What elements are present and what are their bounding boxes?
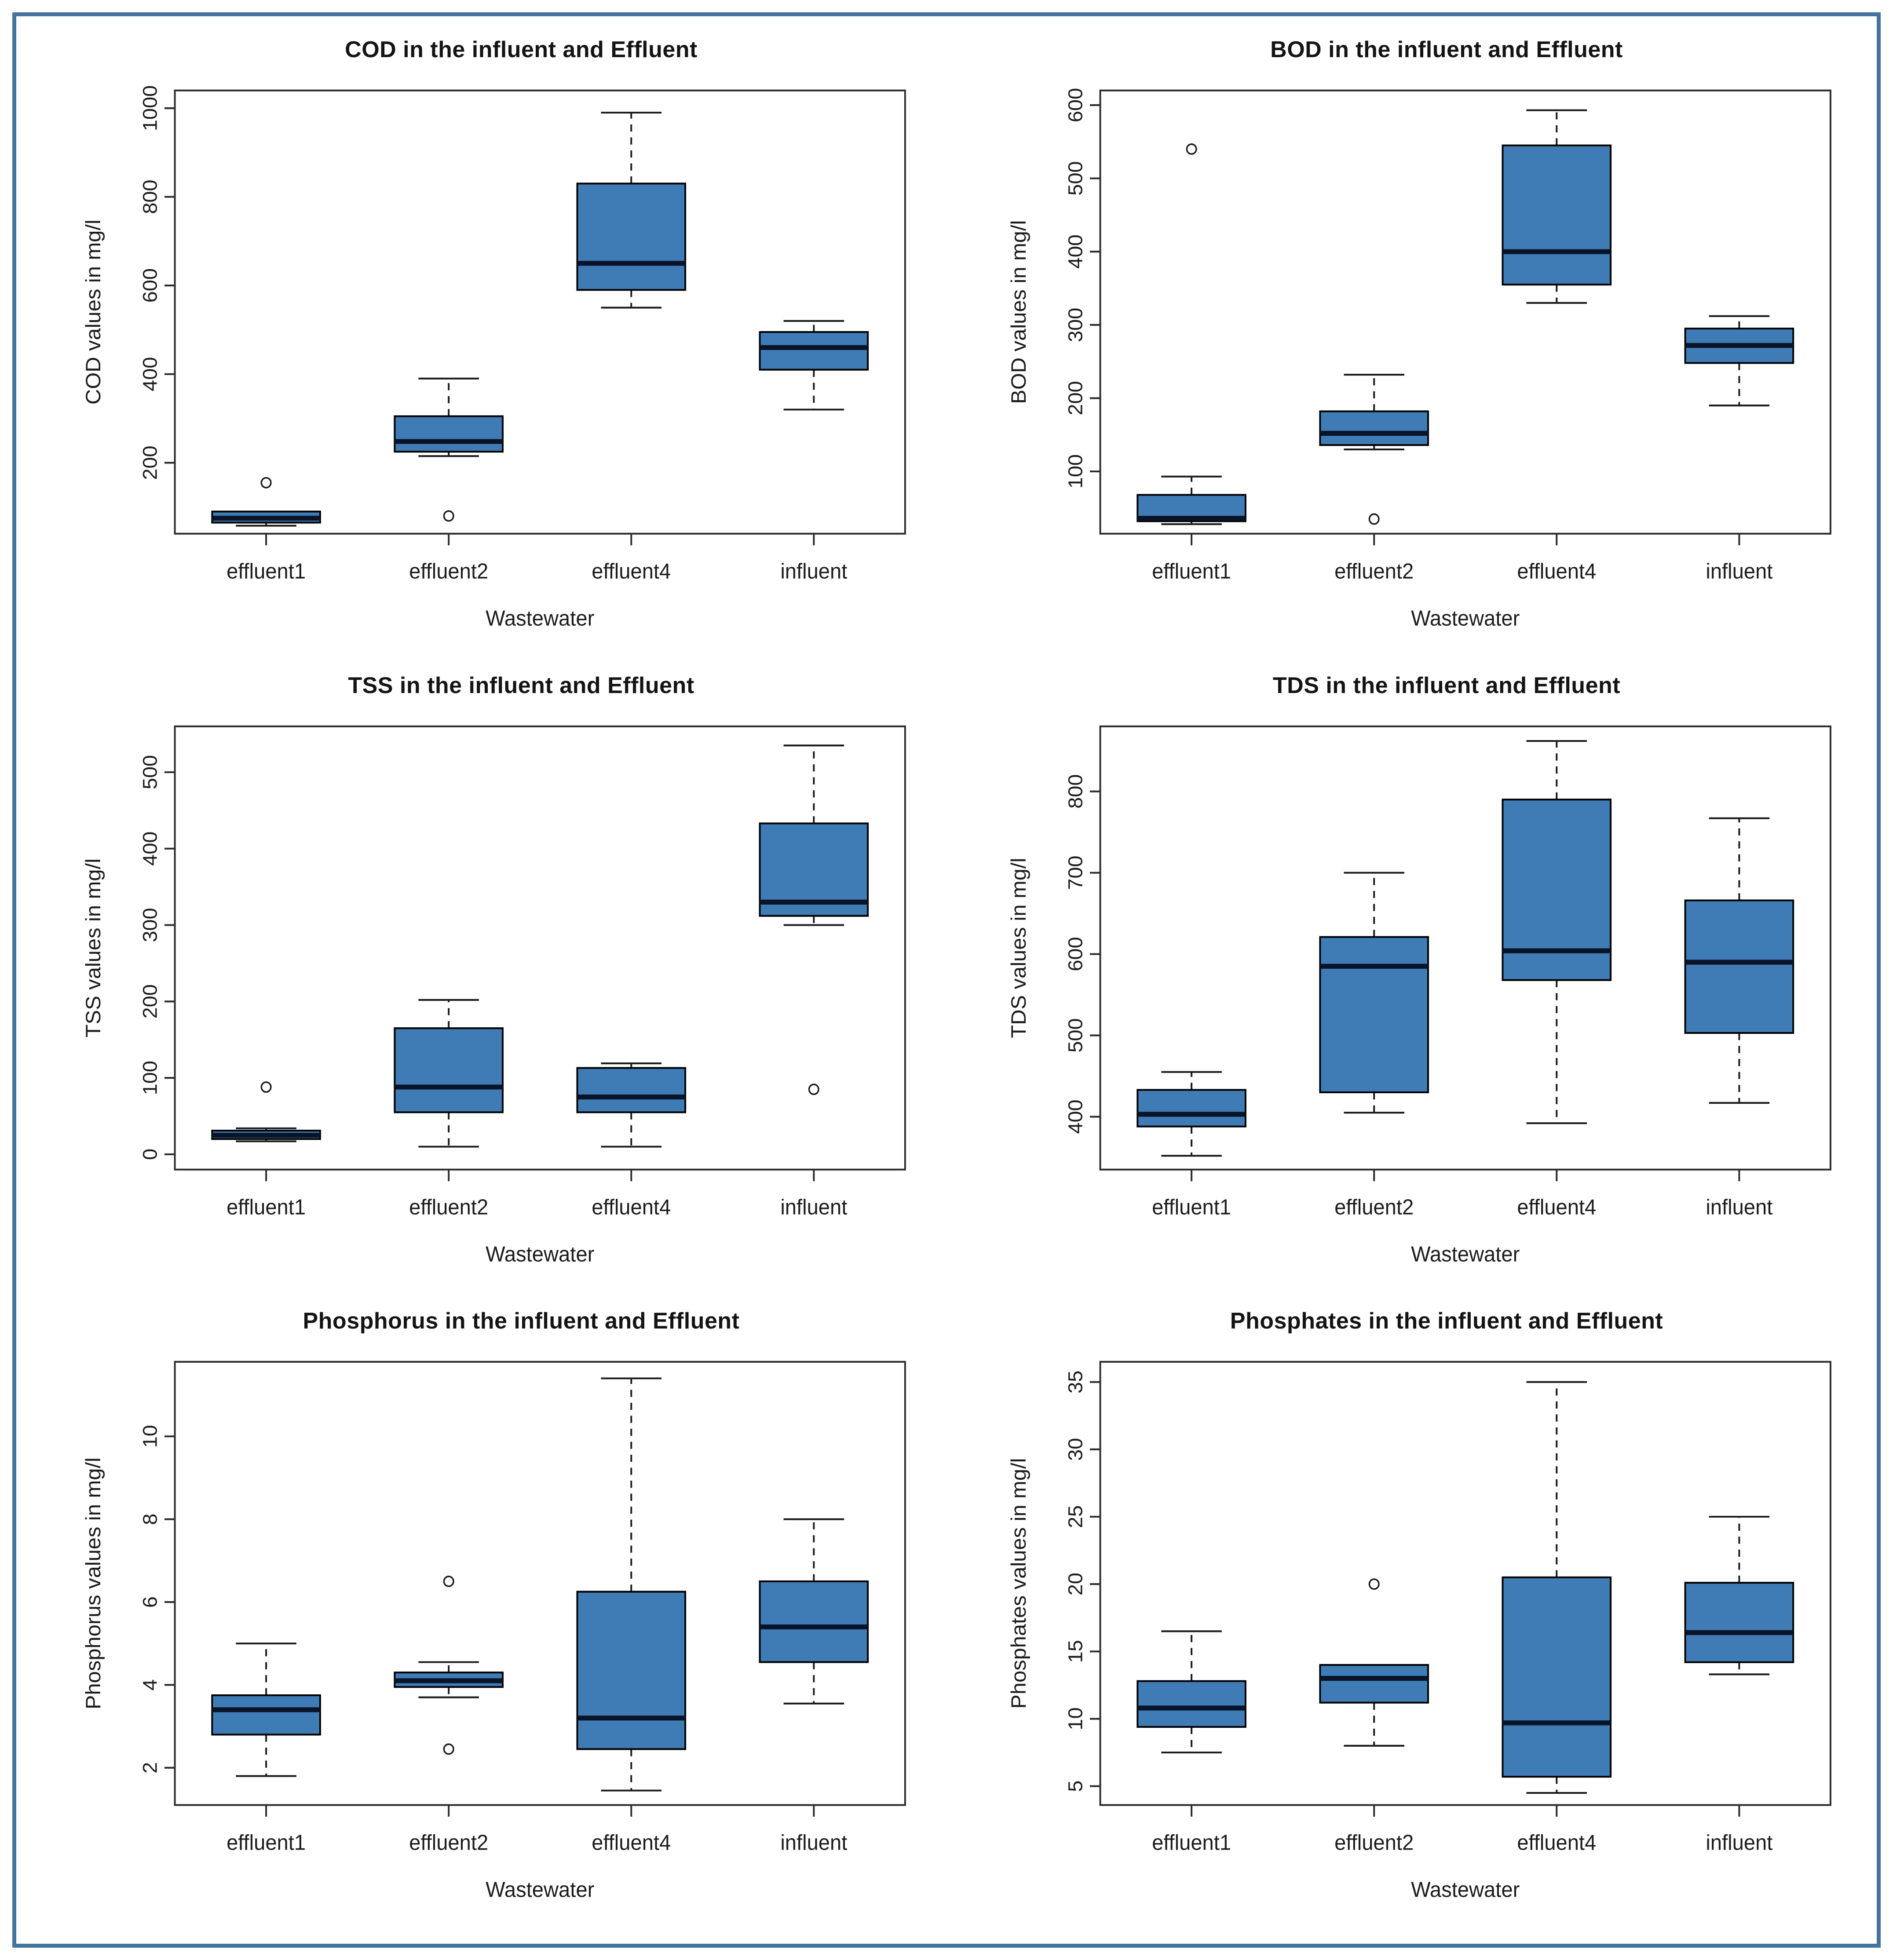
svg-text:influent: influent [1706, 560, 1772, 584]
svg-text:1000: 1000 [139, 85, 161, 131]
svg-text:35: 35 [1064, 1371, 1086, 1394]
svg-text:5: 5 [1064, 1781, 1086, 1792]
chart-title-tds: TDS in the influent and Effluent [1272, 672, 1621, 698]
svg-text:15: 15 [1064, 1640, 1086, 1663]
svg-text:600: 600 [1064, 88, 1086, 122]
svg-text:effluent4: effluent4 [1517, 1831, 1596, 1855]
svg-text:Phosphates values in mg/l: Phosphates values in mg/l [1008, 1458, 1031, 1709]
svg-text:effluent2: effluent2 [409, 560, 488, 584]
tss-boxplot-svg: 0 100 200 300 400 500 TSS values in mg/l efflue… [82, 725, 906, 1266]
svg-text:effluent1: effluent1 [1152, 560, 1231, 584]
charts-grid: COD in the influent and Effluent 200 400 6… [16, 16, 1877, 1944]
svg-text:10: 10 [139, 1425, 161, 1448]
svg-text:effluent1: effluent1 [227, 1195, 306, 1219]
svg-text:effluent2: effluent2 [1334, 1831, 1414, 1855]
svg-text:500: 500 [1064, 161, 1086, 196]
svg-text:300: 300 [1064, 308, 1086, 342]
chart-title-bod: BOD in the influent and Effluent [1270, 37, 1623, 62]
svg-text:500: 500 [1064, 1018, 1086, 1052]
svg-text:Wastewater: Wastewater [1411, 1878, 1520, 1902]
chart-phosphorus: Phosphorus in the influent and Effluent … [41, 1298, 927, 1931]
svg-text:100: 100 [1064, 454, 1086, 489]
svg-text:400: 400 [139, 357, 161, 391]
svg-text:influent: influent [1706, 1831, 1772, 1855]
svg-text:effluent1: effluent1 [1152, 1195, 1231, 1219]
svg-text:effluent1: effluent1 [1152, 1831, 1231, 1855]
svg-text:Wastewater: Wastewater [486, 1878, 594, 1902]
tds-boxplot-svg: 400 500 600 700 800 TDS values in mg/l effluen… [1008, 725, 1831, 1266]
phosphates-boxplot-svg: 5 10 15 20 25 30 35 Phosphates values in mg/l ef… [1008, 1361, 1831, 1902]
svg-text:effluent2: effluent2 [1334, 560, 1414, 584]
svg-text:500: 500 [139, 755, 161, 789]
svg-text:BOD values in mg/l: BOD values in mg/l [1008, 220, 1031, 404]
chart-title-cod: COD in the influent and Effluent [345, 37, 698, 62]
svg-text:effluent2: effluent2 [409, 1195, 488, 1219]
svg-text:effluent4: effluent4 [1517, 1195, 1596, 1219]
svg-text:200: 200 [1064, 381, 1086, 415]
svg-text:6: 6 [139, 1596, 161, 1608]
svg-text:400: 400 [1064, 234, 1086, 269]
svg-text:influent: influent [780, 560, 847, 584]
svg-text:10: 10 [1064, 1708, 1086, 1730]
svg-text:influent: influent [780, 1195, 847, 1219]
svg-text:800: 800 [139, 180, 161, 214]
svg-text:effluent2: effluent2 [1334, 1195, 1414, 1219]
svg-text:Wastewater: Wastewater [486, 1242, 594, 1266]
svg-text:effluent4: effluent4 [592, 1831, 671, 1855]
svg-text:influent: influent [1706, 1195, 1772, 1219]
bod-boxplot-svg: 100 200 300 400 500 600 BOD values in mg/l effl… [1008, 88, 1831, 631]
svg-text:2: 2 [139, 1762, 161, 1774]
svg-text:25: 25 [1064, 1505, 1086, 1528]
svg-text:effluent1: effluent1 [227, 560, 306, 584]
svg-text:influent: influent [780, 1831, 847, 1855]
chart-phosphates: Phosphates in the influent and Effluent … [966, 1298, 1852, 1931]
svg-text:Wastewater: Wastewater [486, 607, 594, 631]
svg-text:Wastewater: Wastewater [1411, 1242, 1520, 1266]
svg-text:100: 100 [139, 1061, 161, 1095]
chart-title-phosphorus: Phosphorus in the influent and Effluent [303, 1308, 740, 1334]
phosphorus-boxplot-svg: 2 4 6 8 10 Phosphorus values in mg/l effluent1… [82, 1361, 906, 1902]
svg-text:700: 700 [1064, 855, 1086, 890]
svg-text:effluent1: effluent1 [227, 1831, 306, 1855]
svg-text:TSS values in mg/l: TSS values in mg/l [82, 858, 105, 1037]
svg-text:effluent4: effluent4 [1517, 560, 1596, 584]
chart-tds: TDS in the influent and Effluent 400 500 6… [966, 663, 1852, 1295]
chart-cod: COD in the influent and Effluent 200 400 6… [41, 27, 927, 659]
chart-title-tss: TSS in the influent and Effluent [348, 672, 694, 698]
svg-text:4: 4 [139, 1679, 161, 1691]
svg-text:effluent2: effluent2 [409, 1831, 488, 1855]
svg-text:effluent4: effluent4 [592, 1195, 671, 1219]
svg-text:600: 600 [139, 268, 161, 303]
svg-text:400: 400 [139, 831, 161, 865]
svg-text:200: 200 [139, 445, 161, 480]
svg-text:8: 8 [139, 1514, 161, 1525]
svg-text:200: 200 [139, 984, 161, 1018]
svg-text:effluent4: effluent4 [592, 560, 671, 584]
svg-text:20: 20 [1064, 1573, 1086, 1595]
cod-boxplot-svg: 200 400 600 800 1000 COD values in mg/l efflue… [82, 85, 906, 631]
svg-text:30: 30 [1064, 1438, 1086, 1461]
svg-text:300: 300 [139, 908, 161, 942]
svg-text:0: 0 [139, 1148, 161, 1160]
svg-text:COD values in mg/l: COD values in mg/l [82, 219, 105, 405]
svg-text:800: 800 [1064, 774, 1086, 808]
chart-title-phosphates: Phosphates in the influent and Effluent [1230, 1308, 1663, 1334]
svg-text:Wastewater: Wastewater [1411, 607, 1520, 631]
svg-text:600: 600 [1064, 937, 1086, 971]
svg-text:Phosphorus values in mg/l: Phosphorus values in mg/l [82, 1458, 105, 1710]
svg-text:TDS values in mg/l: TDS values in mg/l [1008, 858, 1031, 1038]
chart-tss: TSS in the influent and Effluent 0 100 200… [41, 663, 927, 1295]
svg-text:400: 400 [1064, 1099, 1086, 1134]
chart-bod: BOD in the influent and Effluent 100 200 3… [966, 27, 1852, 659]
